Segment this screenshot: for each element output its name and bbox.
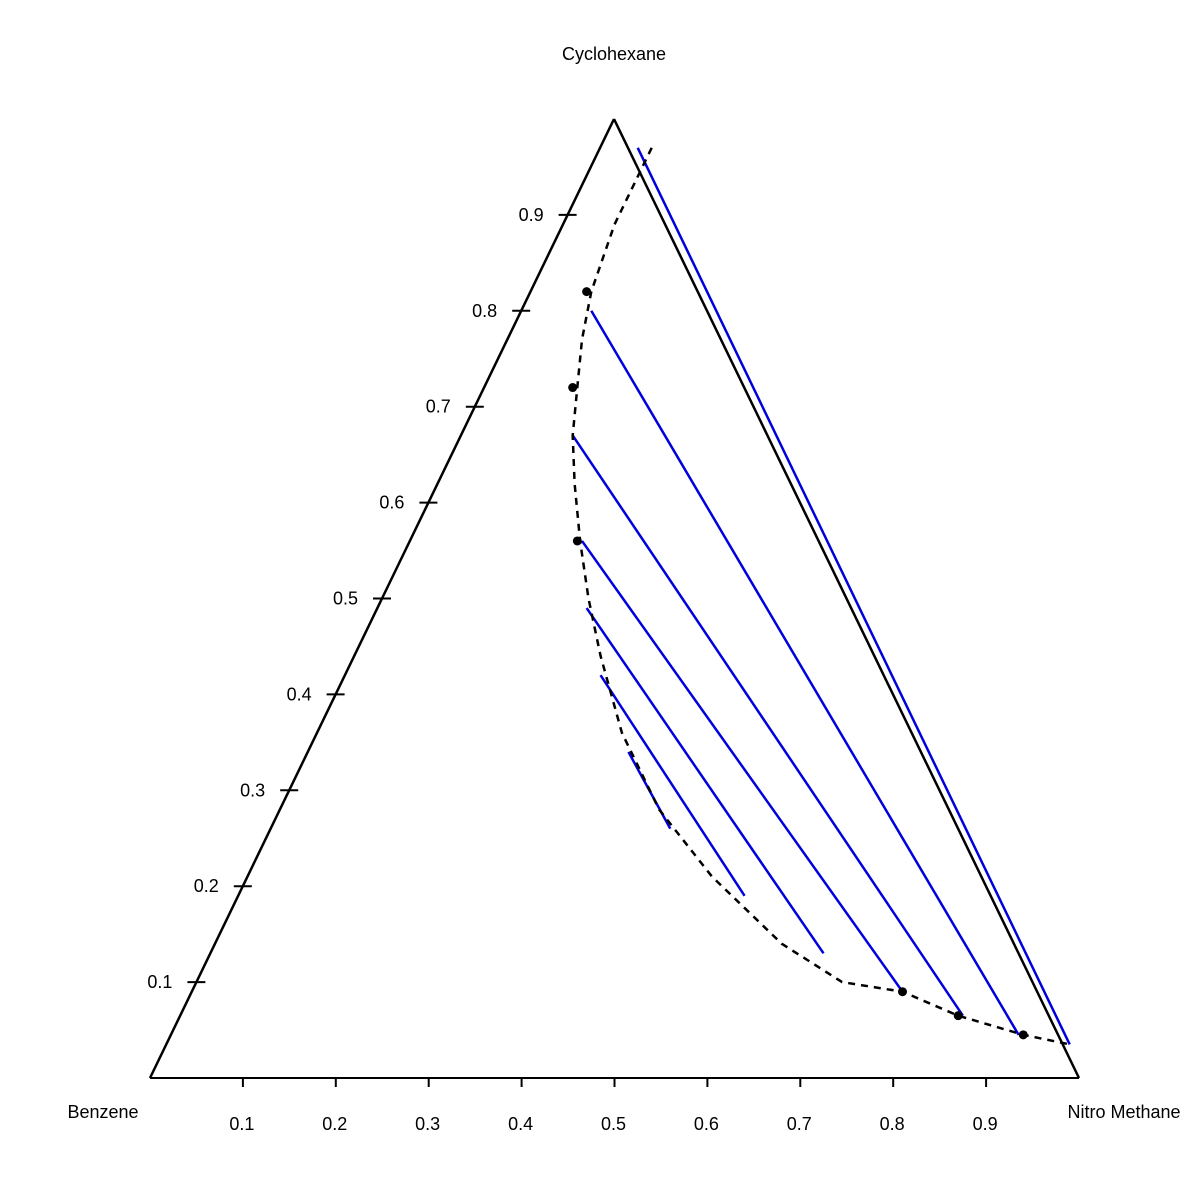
data-point <box>568 383 578 393</box>
vertex-label-left: Benzene <box>67 1102 138 1122</box>
bottom-tick-label: 0.2 <box>322 1114 347 1134</box>
data-point <box>582 287 592 297</box>
bottom-tick-label: 0.1 <box>229 1114 254 1134</box>
binodal-curve <box>571 147 1070 1046</box>
tie-line <box>571 434 964 1017</box>
bottom-tick-label: 0.6 <box>694 1114 719 1134</box>
data-points <box>568 287 1028 1040</box>
left-tick-label: 0.2 <box>194 876 219 896</box>
bottom-tick-label: 0.3 <box>415 1114 440 1134</box>
left-tick-label: 0.8 <box>472 301 497 321</box>
tie-line <box>636 147 1071 1045</box>
left-tick-label: 0.1 <box>147 972 172 992</box>
data-point <box>1018 1030 1028 1040</box>
vertex-label-right: Nitro Methane <box>1067 1102 1180 1122</box>
tie-line <box>590 310 1020 1036</box>
left-axis-ticks: 0.1 0.2 0.3 0.4 0.5 0.6 0.7 0.8 0.9 <box>147 205 577 992</box>
vertex-label-top: Cyclohexane <box>562 44 666 64</box>
right-edge <box>612 118 1081 1079</box>
left-tick-label: 0.7 <box>426 397 451 417</box>
tie-line <box>580 540 904 993</box>
bottom-tick-label: 0.4 <box>508 1114 533 1134</box>
tie-line <box>585 607 825 955</box>
triangle-axes <box>148 118 1081 1079</box>
bottom-tick-label: 0.5 <box>601 1114 626 1134</box>
bottom-tick-label: 0.7 <box>787 1114 812 1134</box>
left-tick-label: 0.9 <box>519 205 544 225</box>
tie-lines <box>571 147 1071 1045</box>
left-tick-label: 0.3 <box>240 780 265 800</box>
bottom-tick-label: 0.9 <box>973 1114 998 1134</box>
left-tick-label: 0.6 <box>379 493 404 513</box>
data-point <box>953 1011 963 1021</box>
bottom-tick-label: 0.8 <box>880 1114 905 1134</box>
left-tick-label: 0.5 <box>333 589 358 609</box>
left-tick-label: 0.4 <box>287 684 312 704</box>
tie-line <box>599 674 746 897</box>
binodal-path <box>571 147 1070 1046</box>
data-point <box>897 987 907 997</box>
bottom-axis-ticks: 0.1 0.2 0.3 0.4 0.5 0.6 0.7 0.8 0.9 <box>229 1078 998 1134</box>
data-point <box>572 536 582 546</box>
